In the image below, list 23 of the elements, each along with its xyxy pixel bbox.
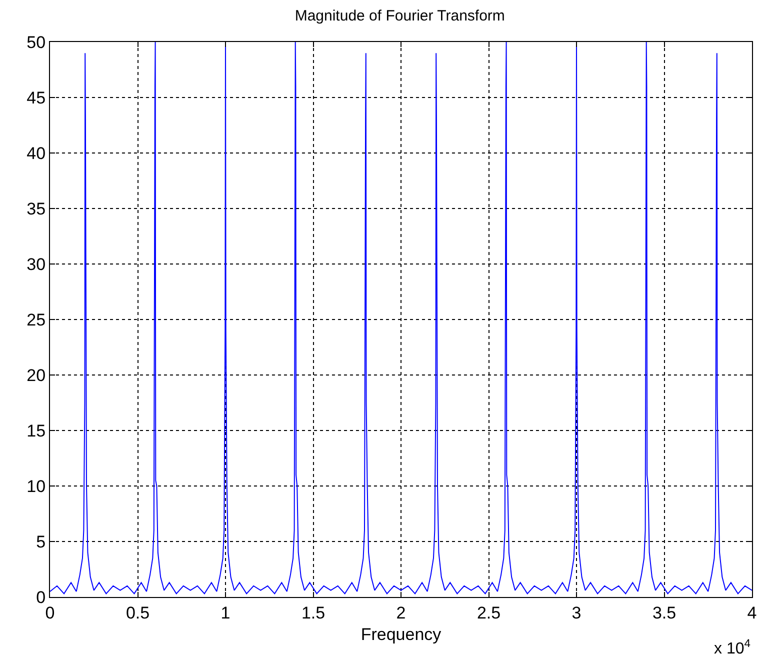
- y-tick-label: 10: [26, 476, 46, 496]
- text: x 10$^{4}$: [714, 638, 750, 658]
- y-tick-label: 5: [36, 532, 46, 552]
- y-tick-label: 50: [26, 32, 46, 52]
- y-tick-label: 40: [26, 144, 46, 163]
- y-tick-label: 0: [36, 588, 46, 607]
- x-tick-label: 4: [747, 603, 757, 622]
- x-tick-label: 2.5: [476, 603, 501, 622]
- x-tick-label: 1.5: [301, 603, 326, 622]
- x-axis-title: Frequency: [360, 624, 442, 644]
- y-tick-label: 25: [26, 310, 46, 330]
- y-tick-label: 15: [26, 421, 46, 440]
- x-tick-label: 1: [220, 603, 230, 622]
- y-tick-label: 45: [26, 88, 46, 108]
- x-tick-label: 0.5: [126, 603, 150, 622]
- y-tick-label: 30: [26, 254, 46, 274]
- line-series: [50, 42, 752, 594]
- chart-title: Magnitude of Fourier Transform: [294, 7, 505, 24]
- y-tick-label: 35: [26, 199, 46, 218]
- y-tick-label: 20: [26, 366, 46, 385]
- x-tick-label: 3.5: [652, 603, 676, 622]
- x-tick-label: 2: [396, 603, 406, 622]
- x-tick-label: 3: [572, 603, 582, 622]
